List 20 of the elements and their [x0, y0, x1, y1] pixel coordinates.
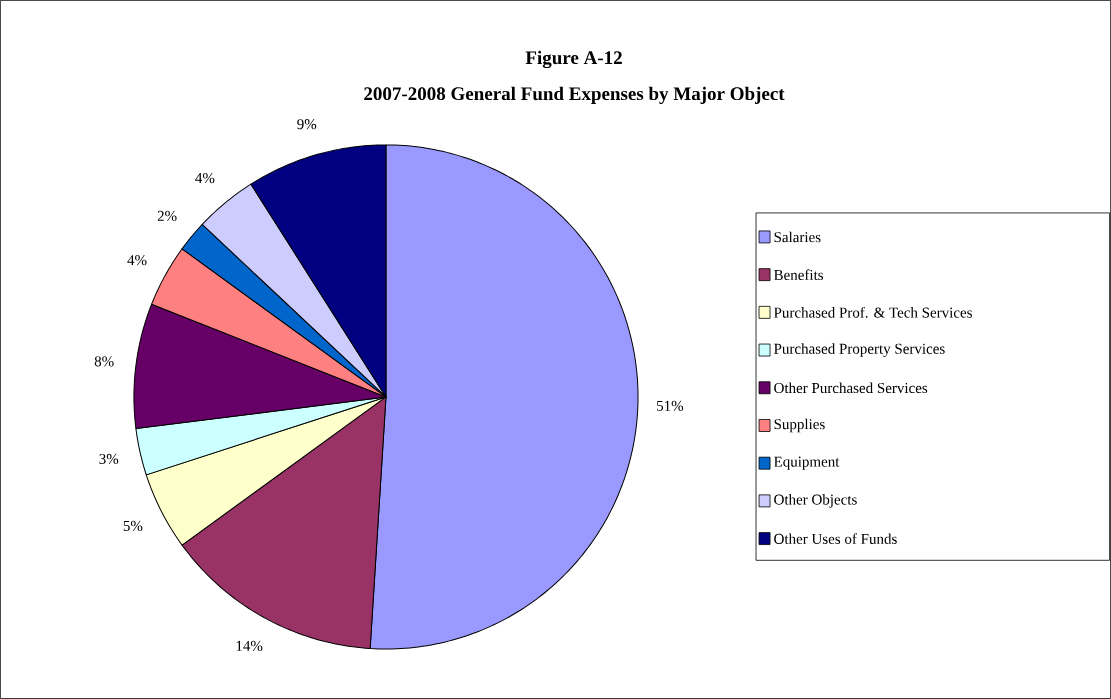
data-label: 14%: [236, 640, 263, 652]
chart-subtitle: 2007-2008 General Fund Expenses by Major Object: [364, 86, 785, 105]
data-label: 8%: [94, 356, 114, 367]
legend-label: Benefits: [774, 269, 824, 281]
data-label: 51%: [657, 400, 684, 412]
data-label: 2%: [157, 210, 177, 222]
data-label: 5%: [123, 520, 143, 532]
legend-label: Supplies: [774, 418, 825, 433]
legend-label: Salaries: [774, 231, 821, 243]
legend-label: Equipment: [774, 456, 840, 470]
legend-label: Other Uses of Funds: [774, 533, 897, 544]
chart-title: Figure A-12: [525, 50, 622, 69]
legend-label: Other Objects: [774, 494, 857, 508]
legend-label: Purchased Property Services: [774, 343, 945, 357]
data-label: 3%: [99, 453, 119, 465]
data-label: 4%: [127, 255, 147, 266]
data-label: 4%: [195, 173, 215, 184]
data-label: 9%: [297, 119, 317, 130]
legend-label: Other Purchased Services: [774, 382, 928, 394]
legend-label: Purchased Prof. & Tech Services: [774, 306, 972, 318]
